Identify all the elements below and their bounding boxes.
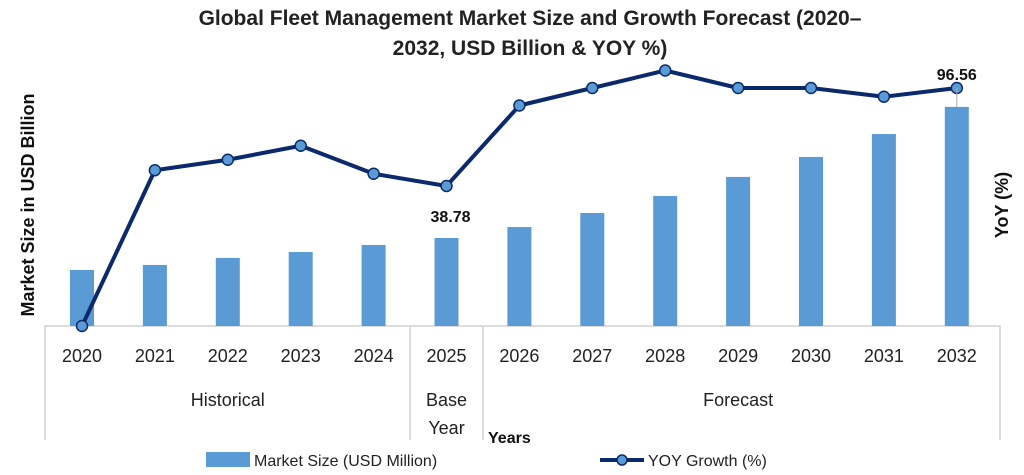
- yoy-point-2024: [367, 167, 380, 180]
- bar-2031: [871, 134, 896, 326]
- x-tick-2031: 2031: [864, 346, 904, 366]
- bar-2029: [726, 176, 751, 326]
- legend-bar-swatch: [206, 452, 250, 467]
- yoy-point-2023: [294, 139, 307, 152]
- x-tick-2022: 2022: [208, 346, 248, 366]
- x-tick-2029: 2029: [718, 346, 758, 366]
- bar-2021: [142, 264, 167, 326]
- data-label-2032: 96.56: [937, 67, 977, 84]
- yoy-point-2031: [877, 90, 891, 103]
- bar-2026: [507, 227, 532, 326]
- bar-2024: [361, 244, 386, 326]
- x-tick-2024: 2024: [354, 346, 394, 366]
- chart-title-line1: Global Fleet Management Market Size and …: [199, 7, 862, 30]
- bar-2032: [944, 106, 969, 326]
- bar-2028: [653, 195, 678, 326]
- chart-title-line2: 2032, USD Billion & YOY %): [393, 37, 668, 60]
- y-axis-label: Market Size in USD Billion: [18, 93, 38, 316]
- yoy-point-2022: [221, 153, 235, 166]
- y2-axis-label: YoY (%): [992, 172, 1012, 238]
- yoy-point-2029: [731, 81, 745, 95]
- group-label: Historical: [191, 390, 265, 410]
- x-tick-labels: 2020 2021 2022 2023 2024 2025 2026 2027 2028 2029…: [62, 346, 977, 366]
- bar-2023: [288, 252, 313, 326]
- x-tick-2023: 2023: [281, 346, 321, 366]
- group-label: Forecast: [703, 390, 773, 410]
- bar-2025: [434, 238, 459, 326]
- x-tick-2021: 2021: [135, 346, 175, 366]
- legend-bar-label: Market Size (USD Million): [254, 453, 437, 470]
- bar-2030: [799, 156, 823, 326]
- bar-2020: [70, 269, 94, 326]
- legend-line-label: YOY Growth (%): [648, 453, 767, 470]
- x-tick-2027: 2027: [572, 346, 612, 366]
- x-tick-2026: 2026: [499, 346, 539, 366]
- yoy-point-2026: [513, 99, 526, 112]
- category-axis-frame: [44, 325, 1001, 440]
- x-axis-label: Years: [488, 430, 531, 447]
- legend: Market Size (USD Million) YOY Growth (%): [206, 452, 767, 470]
- yoy-point-2027: [586, 81, 599, 95]
- group-labels: Historical Base Year Forecast: [191, 390, 773, 438]
- x-tick-2032: 2032: [937, 346, 977, 366]
- group-label-line: Year: [428, 418, 464, 438]
- data-labels: 38.78 96.56: [430, 67, 976, 226]
- x-tick-2030: 2030: [791, 346, 831, 366]
- bar-2027: [580, 212, 605, 326]
- yoy-point-2020: [75, 319, 89, 333]
- yoy-point-2030: [804, 81, 818, 95]
- group-label-line: Base: [426, 390, 467, 410]
- x-tick-2020: 2020: [62, 346, 102, 366]
- legend-line-marker: [616, 454, 628, 466]
- yoy-point-2028: [658, 64, 672, 77]
- x-tick-2025: 2025: [426, 346, 466, 366]
- data-label-2025: 38.78: [430, 209, 470, 226]
- yoy-point-2025: [440, 179, 453, 193]
- yoy-point-2021: [148, 164, 162, 177]
- bar-2022: [215, 257, 240, 326]
- axis-line: [44, 325, 1001, 440]
- bar-series: [70, 106, 969, 326]
- line-series: [75, 64, 964, 333]
- x-tick-2028: 2028: [645, 346, 685, 366]
